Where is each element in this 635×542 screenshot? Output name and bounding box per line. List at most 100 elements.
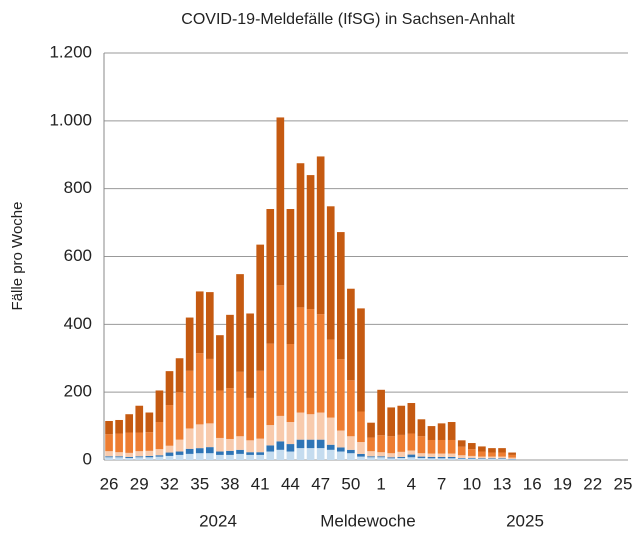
bar-segment [135,457,143,460]
bar-segment [226,315,234,388]
bar-segment [428,457,436,458]
bar-segment [236,450,244,454]
bar-segment [347,450,355,453]
x-tick-label: 44 [281,474,300,493]
bar-segment [256,371,264,439]
bar-segment [277,285,285,416]
bar-segment [448,458,456,460]
bar-segment [186,371,194,429]
bar-segment [277,441,285,449]
bar-segment [488,458,496,459]
bar-segment [156,449,164,455]
bar-segment [146,457,154,460]
y-tick-label: 1.000 [49,110,92,129]
bar-segment [478,446,486,451]
bar-segment [277,450,285,460]
bar-segment [367,457,375,460]
bar-segment [125,414,133,432]
bar-segment [266,452,274,460]
bar-segment [135,451,143,456]
bar-segment [327,445,335,450]
bar-segment [327,206,335,339]
bar-segment [206,292,214,359]
bar-segment [186,449,194,454]
bar-segment [337,232,345,359]
chart-title: COVID-19-Meldefälle (IfSG) in Sachsen-An… [181,11,515,28]
bar-segment [488,448,496,452]
bar-segment [337,447,345,451]
bar-segment [105,434,113,451]
bar-segment [387,436,395,453]
bar-segment [186,318,194,371]
bar-segment [125,458,133,460]
x-tick-label: 1 [376,474,385,493]
bar-segment [458,447,466,455]
bar-segment [226,451,234,455]
bar-segment [266,209,274,344]
x-tick-label: 35 [190,474,209,493]
bar-segment [297,163,305,307]
bar-segment [226,455,234,460]
bar-segment [397,435,405,452]
bar-segment [367,438,375,452]
bar-segment [357,457,365,460]
bar-segment [307,309,315,414]
bar-segment [196,448,204,453]
bar-segment [438,457,446,458]
bar-segment [317,448,325,460]
x-tick-label: 13 [493,474,512,493]
bar-segment [287,344,295,422]
bar-segment [508,459,516,460]
bar-segment [387,457,395,458]
bar-segment [478,452,486,457]
bar-segment [236,274,244,372]
bar-segment [277,117,285,285]
bar-segment [397,457,405,458]
bar-segment [186,428,194,448]
bar-segment [317,156,325,314]
bar-segment [357,411,365,442]
bar-segment [115,452,123,456]
bar-segment [256,455,264,460]
bar-segment [156,422,164,449]
bar-segment [277,416,285,441]
bar-segment [146,413,154,433]
bar-segment [246,440,254,452]
bar-segment [216,390,224,437]
y-tick-label: 600 [64,246,92,265]
bar-segment [428,426,436,440]
bar-segment [125,453,133,457]
bar-segment [367,423,375,438]
bar-segment [196,453,204,460]
bar-segment [236,454,244,460]
bar-segment [246,455,254,460]
x-tick-label: 4 [407,474,416,493]
bar-segment [468,449,476,456]
bar-segment [307,175,315,309]
bar-segment [307,440,315,448]
bar-segment [508,458,516,459]
bar-segment [357,454,365,457]
year-label: 2024 [199,511,237,530]
y-tick-label: 800 [64,178,92,197]
bar-segment [216,455,224,460]
bar-segment [468,458,476,459]
bar-segment [307,448,315,460]
bar-segment [438,440,446,454]
bar-segment [357,308,365,411]
bar-segment [266,344,274,425]
bar-segment [347,289,355,381]
bar-segment [418,419,426,436]
bar-segment [146,456,154,457]
bar-segment [146,451,154,456]
bar-segment [256,439,264,453]
bar-segment [226,388,234,439]
bar-segment [115,456,123,457]
bar-segment [216,452,224,455]
y-tick-label: 200 [64,382,92,401]
bar-segment [206,447,214,453]
bar-segment [206,359,214,423]
bar-segment [186,454,194,460]
x-tick-label: 41 [251,474,270,493]
